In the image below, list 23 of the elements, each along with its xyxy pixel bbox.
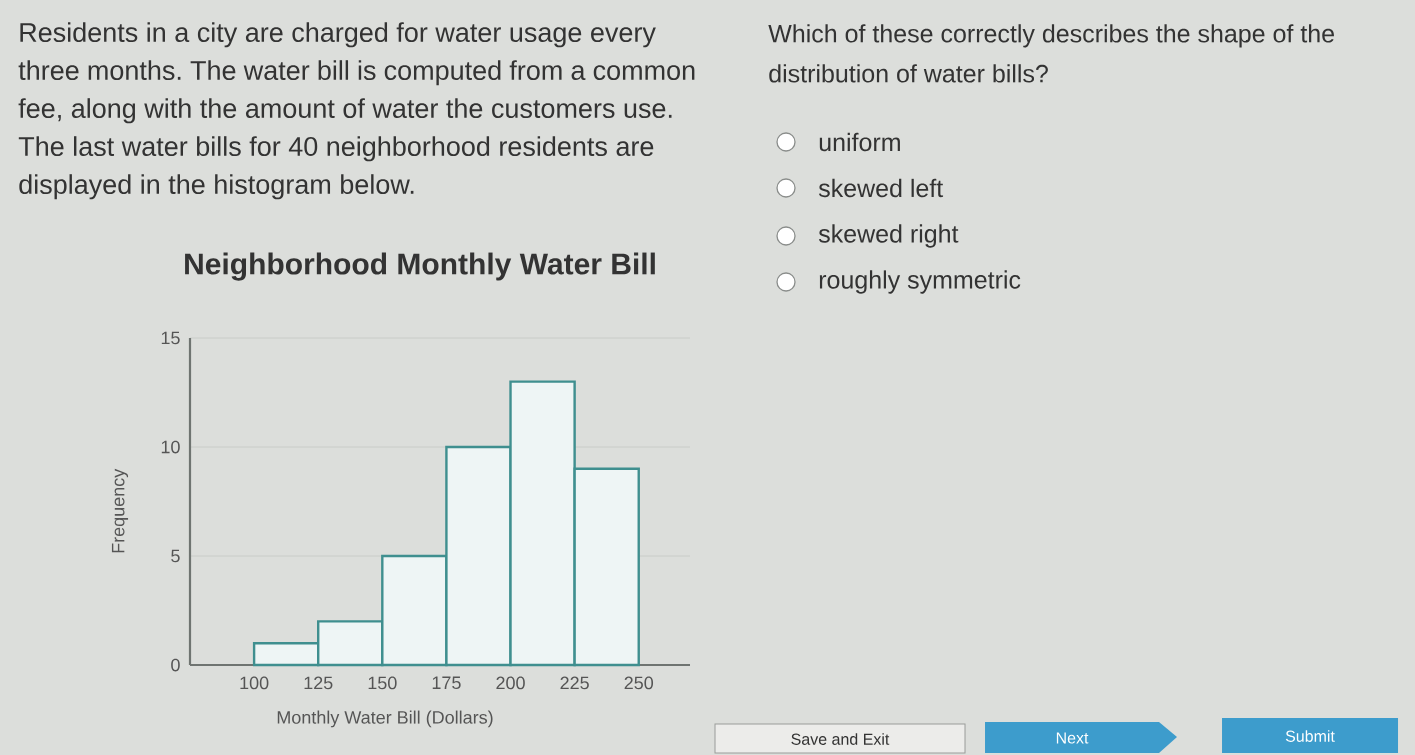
text: skewed left [818,178,944,198]
y-tick-label: 10 [161,440,180,454]
text: Next [1056,732,1089,744]
x-tick-label: 250 [624,676,654,690]
y-tick-label: 15 [161,331,180,345]
text: Residents in a city are charged for water usage every three months. The water bill is computed from a common fee, along with the amount of water the customers use. The last water bills for 40 neighborhood residents are displayed in the histogram below. [18,22,695,200]
text: Save and Exit [791,733,890,745]
x-tick-label: 100 [240,676,269,690]
x-tick-label: 225 [560,676,589,690]
text: skewed right [818,224,959,248]
y-tick-label: 5 [171,549,180,563]
x-tick-label: 150 [368,676,397,690]
y-tick-label: 0 [171,658,180,672]
x-tick-label: 175 [432,676,461,690]
x-tick-label: 125 [304,676,333,690]
chart-title: Neighborhood Monthly Water Bill [185,252,655,281]
x-tick-label: 200 [496,676,525,690]
text: Which of these correctly describes the shape of the distribution of water bills? [768,24,1334,83]
text: roughly symmetric [819,270,1021,294]
text: Submit [1285,730,1335,742]
x-axis-title: Monthly Water Bill (Dollars) [277,710,493,728]
text: uniform [819,132,900,152]
y-axis-title: Frequency [111,468,129,553]
